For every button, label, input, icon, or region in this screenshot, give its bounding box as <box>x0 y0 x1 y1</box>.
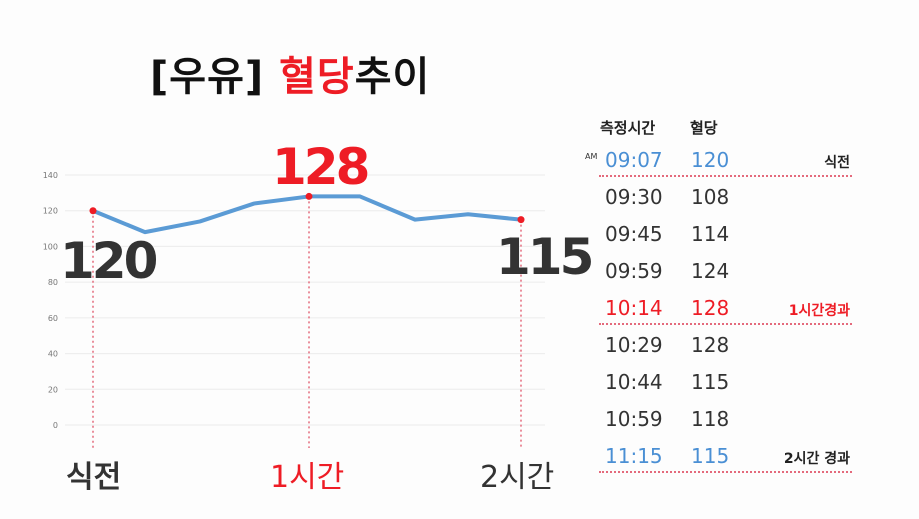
row-divider <box>599 323 852 325</box>
callout-start: 120 <box>60 232 158 290</box>
table-row: 09:07 120 식전 <box>599 148 852 184</box>
marker-dot <box>89 207 97 215</box>
title-rest: 추이 <box>354 54 431 100</box>
y-tick-label: 100 <box>43 242 58 251</box>
row-value: 114 <box>691 222 730 246</box>
row-value: 128 <box>691 333 730 357</box>
guide-lines <box>92 196 522 448</box>
y-axis-ticks: 0 20 40 60 80 100 120 140 <box>43 171 58 430</box>
marker-dot <box>305 192 313 200</box>
table-row: 11:15 115 2시간 경과 <box>599 444 852 480</box>
y-tick-label: 60 <box>48 314 58 323</box>
title-highlight: 혈당 <box>279 54 355 100</box>
row-value: 128 <box>691 296 730 320</box>
row-value: 115 <box>691 444 730 468</box>
series-line <box>92 194 522 235</box>
table-row: 09:45 114 <box>605 222 850 258</box>
table-row: 10:14 128 1시간경과 <box>599 296 852 332</box>
y-tick-label: 20 <box>48 385 58 394</box>
gridlines <box>65 174 545 426</box>
y-tick-label: 80 <box>48 278 58 287</box>
row-time: 09:59 <box>605 259 663 283</box>
table-row: 10:59 118 <box>605 407 850 443</box>
xlabel-two-hour: 2시간 <box>480 460 555 495</box>
table-row: 09:30 108 <box>605 185 850 221</box>
row-value: 115 <box>691 370 730 394</box>
table-header-value: 혈당 <box>690 119 718 137</box>
row-time: 09:30 <box>605 185 663 209</box>
marker-dot <box>517 216 525 224</box>
callout-peak: 128 <box>272 138 370 196</box>
row-time: 10:44 <box>605 370 663 394</box>
marker-dots <box>89 192 525 224</box>
row-value: 108 <box>691 185 730 209</box>
row-time: 10:59 <box>605 407 663 431</box>
xlabel-start: 식전 <box>66 460 122 495</box>
row-divider <box>599 471 852 473</box>
row-value: 124 <box>691 259 730 283</box>
row-note: 1시간경과 <box>788 303 850 319</box>
title-bracket: [우유] <box>150 54 265 100</box>
row-time: 10:29 <box>605 333 663 357</box>
row-time: 11:15 <box>605 444 663 468</box>
row-value: 120 <box>691 148 730 172</box>
table-row: 10:29 128 <box>605 333 850 369</box>
y-tick-label: 40 <box>48 350 58 359</box>
page-title: [우유] 혈당추이 <box>150 44 430 102</box>
y-tick-label: 0 <box>53 421 58 430</box>
table-row: 09:59 124 <box>605 259 850 295</box>
table-header-time: 측정시간 <box>600 119 656 137</box>
row-time: 09:45 <box>605 222 663 246</box>
table-row: 10:44 115 <box>605 370 850 406</box>
row-time: 10:14 <box>605 296 663 320</box>
y-tick-label: 120 <box>43 207 58 216</box>
row-note: 식전 <box>824 155 850 171</box>
y-tick-label: 140 <box>43 171 58 180</box>
am-label: AM <box>585 152 598 161</box>
callout-end: 115 <box>496 228 594 286</box>
xlabel-one-hour: 1시간 <box>270 460 345 495</box>
row-note: 2시간 경과 <box>783 451 850 467</box>
row-divider <box>599 175 852 177</box>
row-value: 118 <box>691 407 730 431</box>
row-time: 09:07 <box>605 148 663 172</box>
